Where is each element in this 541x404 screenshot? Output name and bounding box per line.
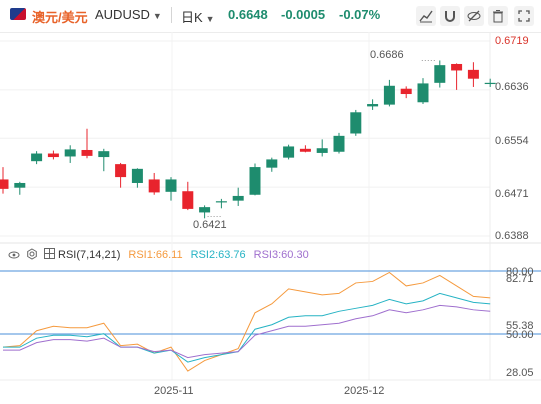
candle-body [333,135,345,152]
rsi-axis-label: 55.38 [506,320,534,332]
candle-body [0,179,9,189]
candle-body [182,191,194,209]
candle-body [47,153,59,158]
candle-body [367,104,379,107]
chevron-down-icon: ▼ [152,11,162,21]
low-price-label: 0.6421 [193,219,227,231]
price-axis-label: 0.6471 [495,188,529,200]
candle-body [350,112,362,134]
rsi-axis-label: 80.00 [506,266,534,278]
drawing-tool-button[interactable] [416,6,436,26]
toolbar: 澳元/美元 AUDUSD ▼ 日K ▼ 0.6648 -0.0005 -0.07% [0,0,541,33]
candle-body [232,195,244,201]
rsi-title: RSI(7,14,21) [58,249,121,261]
fullscreen-icon [518,10,530,22]
candle-body [148,179,160,193]
candle-body [316,148,328,153]
rsi1-value: RSI1:66.11 [128,249,183,261]
candle-body [434,65,446,83]
last-price: 0.6648 [228,7,268,22]
magnet-icon [445,11,455,22]
x-axis-label: 2025-11 [154,385,194,397]
high-price-label: 0.6686 [370,49,404,61]
candle-body [215,201,227,203]
chevron-down-icon: ▼ [205,14,215,24]
divider [171,7,172,23]
candle-body [266,159,278,168]
candle-body [14,182,26,188]
eye-icon[interactable] [8,250,20,260]
rsi-axis-label: 28.05 [506,367,534,379]
symbol-cn[interactable]: 澳元/美元 [32,10,88,25]
candle-body [467,69,479,79]
symbol-label: AUDUSD [95,7,150,22]
candle-body [165,179,177,192]
trash-icon [493,10,503,23]
period-label: 日K [181,10,203,25]
price-axis-label: 0.6388 [495,230,529,242]
rsi-axis-label: 50.00 [506,329,534,341]
eye-off-icon [467,10,481,22]
candle-body [115,164,127,178]
candle-body [31,153,43,162]
x-axis-label: 2025-12 [344,385,385,397]
rsi-line-rsi1 [2,271,491,372]
period-selector[interactable]: 日K ▼ [181,7,215,26]
drawing-tool-icon [419,10,433,23]
candle-body [451,63,463,71]
fullscreen-button[interactable] [514,6,534,26]
candle-body [199,207,211,213]
candle-body [81,149,93,156]
candle-body [484,82,496,85]
settings-icon[interactable] [26,247,38,263]
rsi-axis-label: 82.71 [506,273,534,285]
magnet-button[interactable] [440,6,460,26]
price-axis-label: 0.6636 [495,81,529,93]
flag-icon [10,8,26,20]
indicator-grid-icon[interactable] [44,248,55,262]
rsi-line-rsi3 [3,304,491,359]
candle-body [417,83,429,103]
candle-body [249,167,261,195]
price-axis-label: 0.6554 [495,135,529,147]
clear-drawings-button[interactable] [488,6,508,26]
price-change: -0.0005 [281,7,326,22]
rsi3-value: RSI3:60.30 [253,249,309,261]
candle-body [383,85,395,105]
visibility-button[interactable] [464,6,484,26]
symbol-selector[interactable]: AUDUSD ▼ [95,7,162,22]
candle-body [64,149,76,157]
candle-body [299,148,311,152]
candle-body [400,88,412,95]
candle-body [98,151,110,158]
rsi-line-rsi2 [3,292,491,363]
rsi-header: RSI(7,14,21) RSI1:66.11 RSI2:63.76 RSI3:… [0,246,309,264]
price-change-percent: -0.07% [339,7,381,22]
rsi2-value: RSI2:63.76 [190,249,246,261]
price-axis-label: 0.6719 [495,35,529,47]
candle-body [283,146,295,158]
candle-body [131,168,143,183]
